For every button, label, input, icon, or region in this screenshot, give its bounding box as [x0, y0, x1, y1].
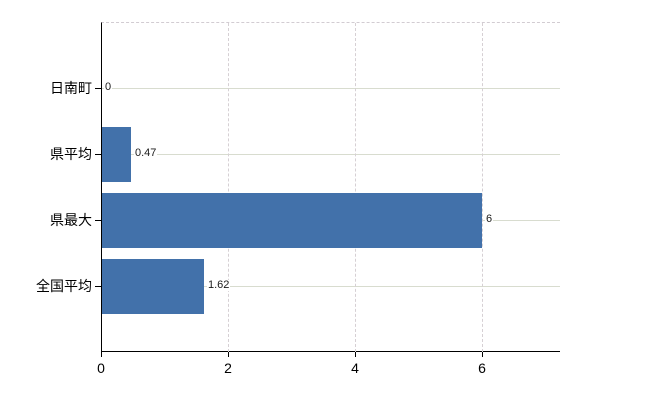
x-tick-label: 2 — [224, 360, 232, 376]
x-gridline — [482, 23, 483, 352]
x-gridline — [355, 23, 356, 352]
bar — [102, 193, 482, 248]
category-label: 日南町 — [50, 80, 92, 96]
row-gridline — [102, 154, 560, 155]
bar — [102, 259, 204, 314]
x-axis-tick — [101, 352, 102, 357]
category-label: 県平均 — [50, 146, 92, 162]
x-axis-tick — [482, 352, 483, 357]
bar-value-label: 1.62 — [207, 279, 231, 291]
bar-value-label: 0 — [104, 81, 113, 93]
y-axis-tick — [95, 154, 101, 155]
plot-area — [101, 22, 560, 352]
row-gridline — [102, 88, 560, 89]
category-label: 県最大 — [50, 212, 92, 228]
x-gridline — [228, 23, 229, 352]
y-axis-tick — [95, 220, 101, 221]
x-axis-tick — [355, 352, 356, 357]
x-tick-label: 0 — [97, 360, 105, 376]
bar-value-label: 0.47 — [134, 147, 158, 159]
x-tick-label: 4 — [351, 360, 359, 376]
bar — [102, 127, 131, 182]
x-tick-label: 6 — [478, 360, 486, 376]
bar-value-label: 6 — [485, 213, 494, 225]
x-axis-tick — [228, 352, 229, 357]
y-axis-tick — [95, 88, 101, 89]
row-gridline — [102, 286, 560, 287]
category-label: 全国平均 — [36, 278, 92, 294]
y-axis-tick — [95, 286, 101, 287]
